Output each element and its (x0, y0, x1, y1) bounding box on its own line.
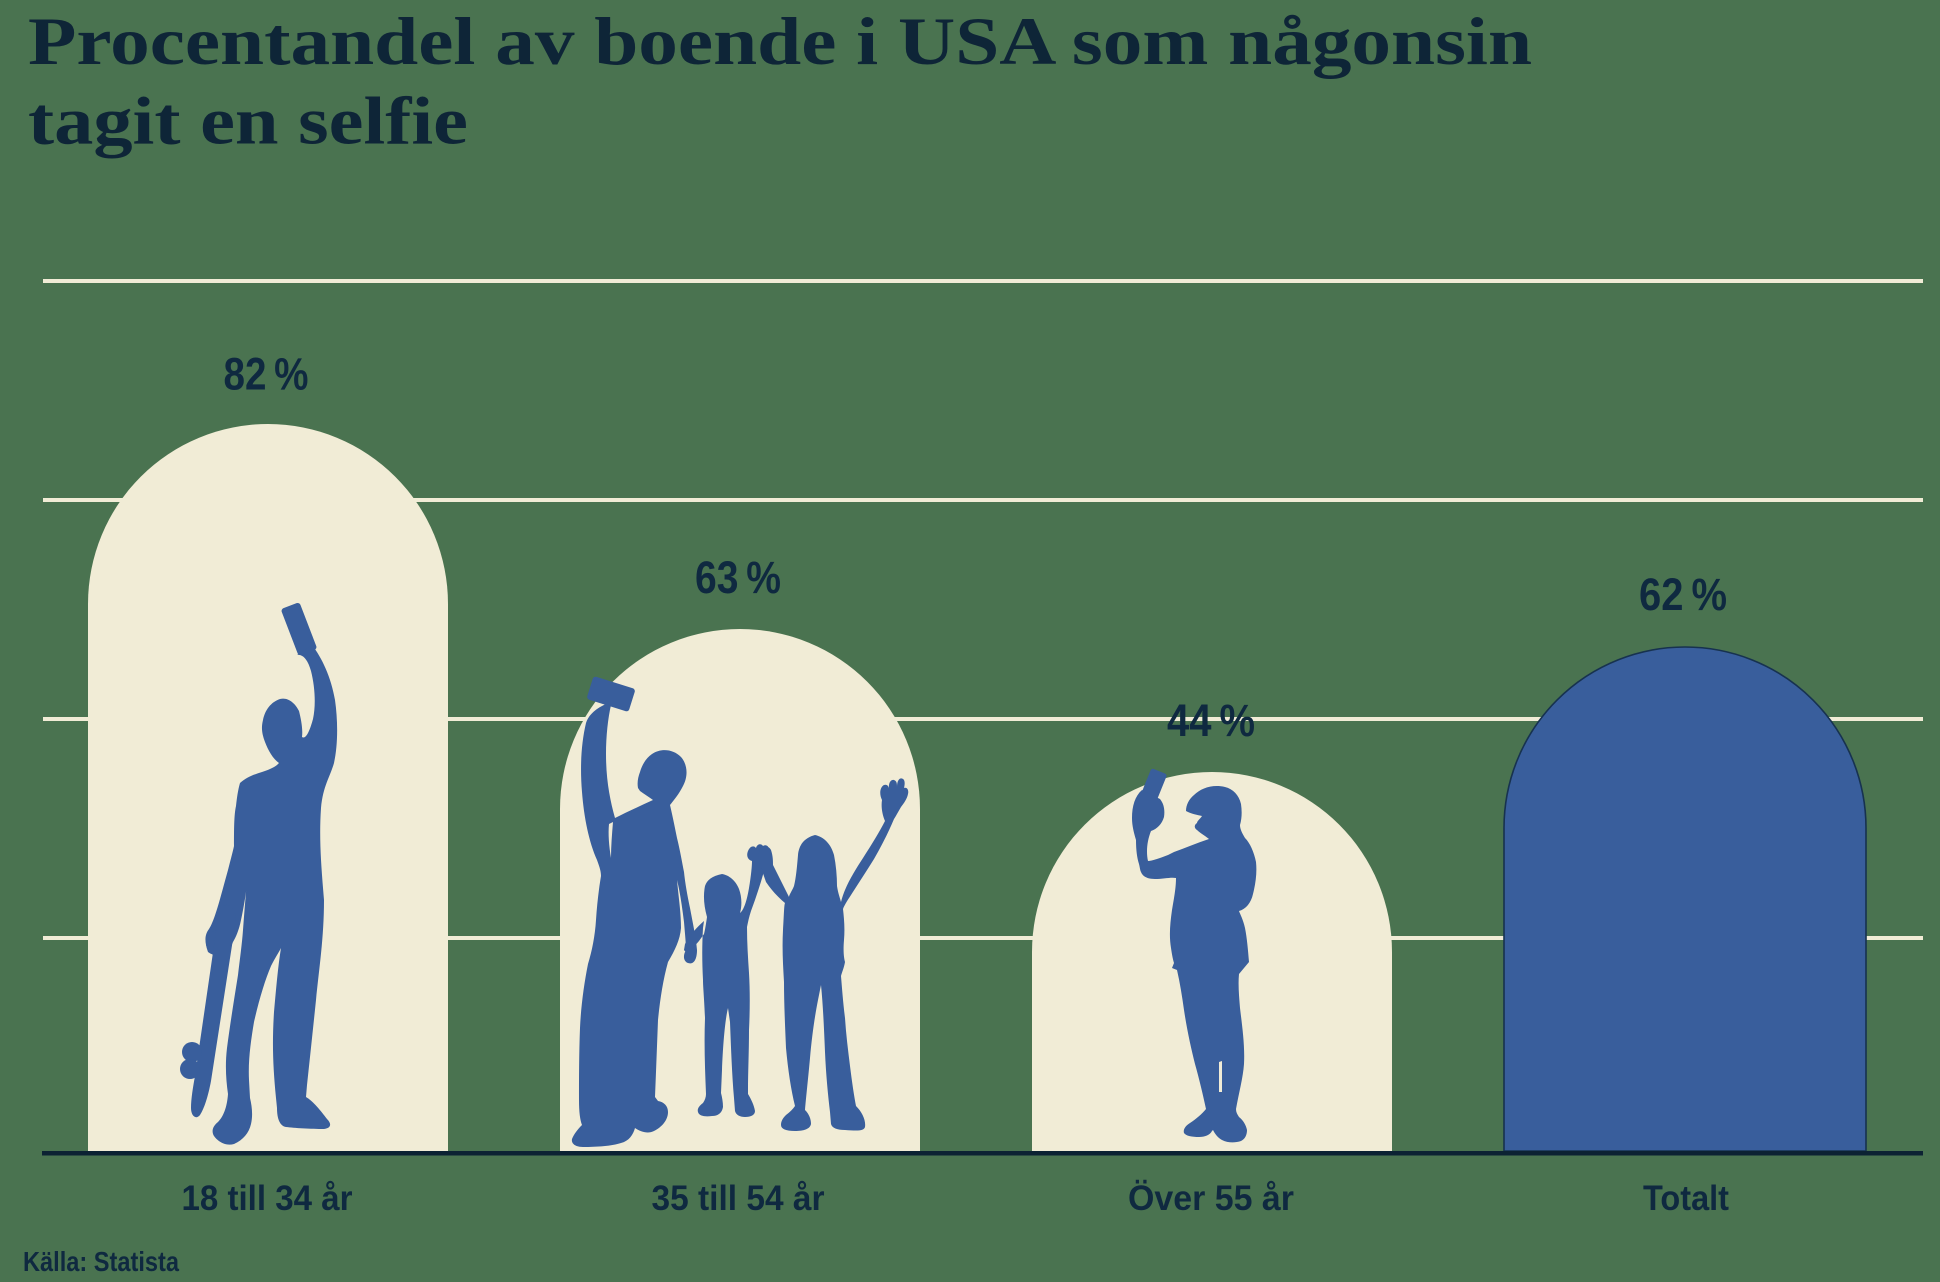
svg-text:82 %: 82 % (224, 349, 309, 400)
svg-text:Källa: Statista: Källa: Statista (23, 1246, 179, 1277)
svg-text:44 %: 44 % (1167, 695, 1255, 746)
svg-text:Totalt: Totalt (1643, 1179, 1729, 1218)
svg-text:35 till 54 år: 35 till 54 år (652, 1179, 825, 1218)
svg-text:18 till 34 år: 18 till 34 år (182, 1179, 353, 1218)
svg-text:Över 55 år: Över 55 år (1128, 1179, 1294, 1218)
svg-text:tagit en selfie: tagit en selfie (28, 83, 468, 159)
svg-text:63 %: 63 % (695, 552, 781, 603)
svg-text:62 %: 62 % (1639, 569, 1727, 620)
svg-text:Procentandel av boende i USA s: Procentandel av boende i USA som någonsi… (28, 3, 1532, 79)
